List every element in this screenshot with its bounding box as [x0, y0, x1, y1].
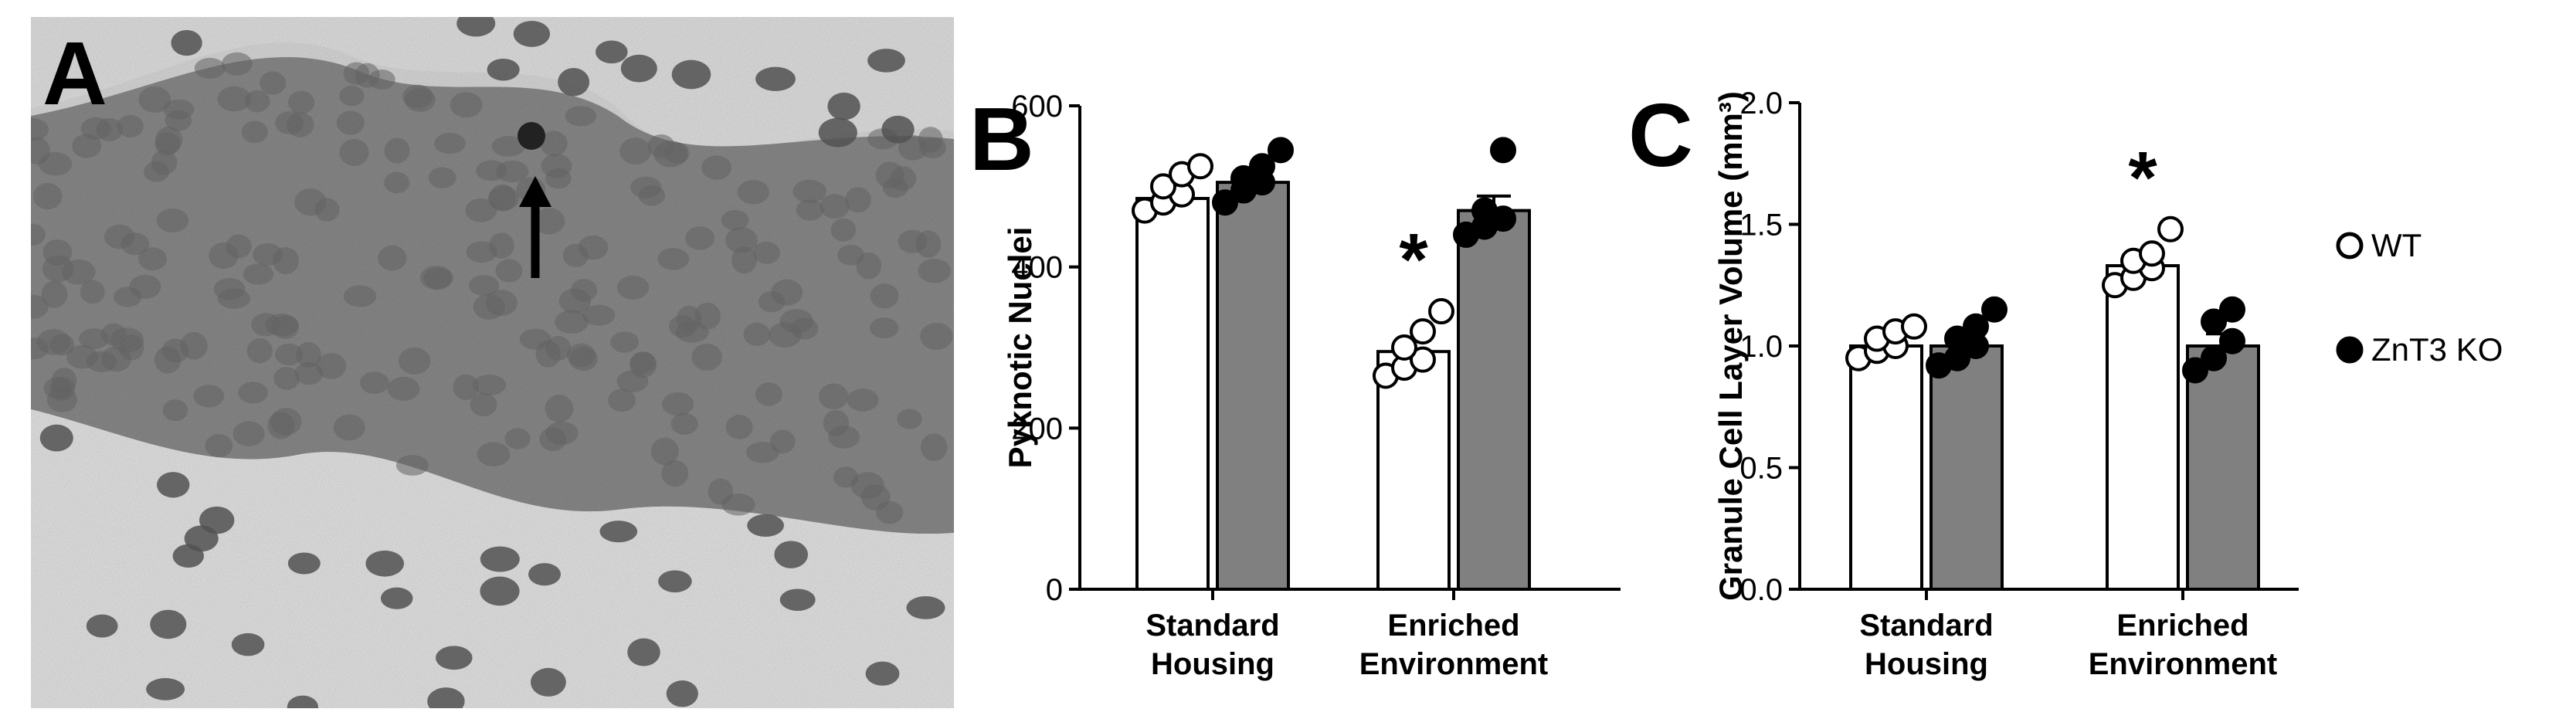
y-tick-label: 400 [1011, 251, 1063, 285]
data-point-wt [1391, 334, 1417, 361]
panel-label-b: B [969, 89, 1034, 189]
data-point-znt3-ko [1230, 164, 1257, 192]
panel-label-c: C [1628, 85, 1693, 185]
data-point-znt3-ko [1944, 325, 1970, 352]
bar-wt [1849, 344, 1923, 591]
significance-marker: * [2128, 137, 2157, 219]
chart-pyknotic-nuclei: 0 200 400 600 Pyknotic Nuclei Standard Housing… [1002, 90, 1621, 681]
data-point-wt [2157, 215, 2184, 242]
legend: WT ZnT3 KO [2336, 227, 2503, 368]
bar-znt3-ko [1216, 181, 1290, 592]
y-tick-label: 600 [1011, 90, 1063, 124]
x-tick-label: Enriched [2116, 609, 2248, 643]
bar-znt3-ko [2186, 344, 2260, 591]
significance-marker: * [1399, 219, 1428, 301]
x-tick-label: Housing [1865, 647, 1988, 681]
data-point-znt3-ko [2219, 327, 2245, 354]
x-tick-label: Housing [1151, 647, 1274, 681]
data-point-znt3-ko [1963, 313, 1989, 340]
data-point-znt3-ko [1212, 189, 1238, 216]
x-tick-label: Enriched [1387, 609, 1519, 643]
x-tick-label: Standard [1859, 609, 1993, 643]
data-point-znt3-ko [2201, 344, 2227, 371]
data-point-znt3-ko [2219, 296, 2245, 323]
data-point-wt [2139, 240, 2165, 267]
y-tick-label: 200 [1011, 412, 1063, 446]
data-point-znt3-ko [1981, 296, 2008, 323]
panel-label-a: A [42, 23, 107, 124]
data-point-wt [1428, 298, 1454, 325]
bar-wt [1135, 196, 1210, 591]
legend-marker-wt [2336, 232, 2364, 259]
y-axis-label: Granule Cell Layer Volume (mm³) [1712, 91, 1749, 601]
data-point-wt [1901, 313, 1927, 340]
y-tick-label: 1.0 [1739, 330, 1783, 364]
bar-znt3-ko [1457, 209, 1531, 591]
y-tick-label: 2.0 [1739, 86, 1783, 120]
data-point-znt3-ko [1490, 137, 1516, 164]
data-point-znt3-ko [2182, 357, 2208, 384]
micrograph-texture [31, 17, 954, 708]
y-tick-label: 1.5 [1739, 209, 1783, 242]
data-point-wt [1410, 346, 1436, 373]
x-tick-label: Environment [2089, 647, 2277, 681]
bar-wt [2106, 264, 2180, 591]
legend-label-wt: WT [2371, 227, 2422, 263]
x-tick-label: Standard [1145, 609, 1279, 643]
y-tick-label: 0 [1046, 573, 1063, 607]
y-axis-label: Pyknotic Nuclei [1002, 227, 1038, 469]
y-tick-label: 0.5 [1739, 452, 1783, 486]
bar-znt3-ko [1929, 344, 2004, 591]
data-point-wt [1150, 173, 1176, 200]
data-point-wt [1410, 318, 1436, 345]
data-point-wt [1187, 153, 1213, 180]
y-tick-label: 0.0 [1739, 573, 1783, 607]
arrow-icon [519, 176, 552, 278]
legend-marker-ko [2336, 336, 2364, 364]
x-tick-label: Environment [1359, 647, 1548, 681]
data-point-znt3-ko [1249, 153, 1275, 180]
data-point-znt3-ko [1268, 137, 1294, 164]
pyknotic-nucleus [518, 122, 545, 150]
bar-wt [1376, 350, 1451, 591]
micrograph-image [31, 17, 954, 708]
data-point-znt3-ko [1471, 197, 1498, 224]
legend-label-ko: ZnT3 KO [2371, 331, 2503, 368]
data-point-znt3-ko [2201, 308, 2227, 335]
